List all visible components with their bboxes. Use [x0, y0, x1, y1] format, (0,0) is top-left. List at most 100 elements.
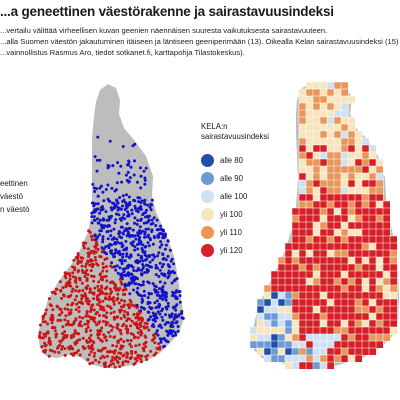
municipality-cell	[291, 277, 300, 286]
municipality-cell	[326, 298, 335, 307]
eastern-dot	[143, 176, 147, 180]
eastern-dot	[141, 299, 145, 303]
municipality-cell	[312, 207, 321, 216]
western-dot	[87, 336, 91, 340]
eastern-dot	[122, 248, 126, 252]
western-dot	[113, 365, 117, 369]
eastern-dot	[140, 273, 144, 277]
municipality-cell	[319, 235, 328, 244]
municipality-cell	[382, 284, 391, 293]
municipality-cell	[326, 116, 335, 125]
municipality-cell	[347, 333, 356, 342]
western-dot	[88, 353, 91, 357]
western-dot	[50, 321, 54, 325]
eastern-dot	[152, 325, 156, 328]
western-dot	[133, 350, 137, 354]
municipality-cell	[312, 326, 321, 335]
eastern-dot	[101, 235, 105, 239]
municipality-cell	[368, 284, 377, 293]
western-dot	[124, 327, 128, 331]
municipality-cell	[354, 347, 363, 356]
municipality-cell	[319, 144, 328, 153]
municipality-cell	[354, 319, 363, 328]
municipality-cell	[284, 298, 293, 307]
eastern-dot	[126, 230, 130, 234]
municipality-cell	[319, 326, 328, 335]
eastern-dot	[126, 163, 129, 167]
western-dot	[109, 306, 113, 310]
western-dot	[106, 321, 109, 325]
western-dot	[76, 349, 80, 352]
municipality-cell	[312, 109, 321, 118]
western-dot	[79, 259, 83, 263]
municipality-cell	[354, 284, 363, 293]
western-dot	[98, 300, 102, 304]
western-dot	[98, 338, 102, 342]
western-dot	[116, 359, 119, 363]
eastern-dot	[153, 236, 157, 240]
municipality-cell	[298, 284, 307, 293]
eastern-dot	[149, 238, 152, 242]
western-dot	[91, 347, 95, 351]
eastern-dot	[117, 213, 121, 217]
municipality-cell	[375, 305, 384, 314]
western-dot	[134, 316, 138, 320]
western-dot	[105, 292, 109, 296]
eastern-dot	[127, 255, 131, 259]
western-dot	[89, 317, 93, 321]
eastern-dot	[108, 199, 112, 203]
municipality-cell	[291, 333, 300, 342]
municipality-cell	[347, 256, 356, 265]
municipality-cell	[305, 221, 314, 230]
municipality-cell	[291, 319, 300, 328]
municipality-cell	[298, 242, 307, 251]
legend-swatch	[201, 171, 214, 185]
western-dot	[109, 292, 112, 296]
western-dot	[46, 322, 50, 326]
municipality-cell	[319, 207, 328, 216]
western-dot	[44, 312, 47, 316]
western-dot	[44, 343, 48, 347]
municipality-cell	[354, 172, 363, 181]
eastern-dot	[107, 246, 111, 250]
eastern-dot	[153, 319, 157, 323]
municipality-cell	[382, 207, 391, 216]
municipality-cell	[319, 312, 328, 321]
municipality-cell	[305, 242, 314, 251]
western-dot	[63, 274, 67, 278]
municipality-cell	[284, 263, 293, 272]
eastern-dot	[146, 220, 150, 224]
municipality-cell	[368, 221, 377, 230]
legend-title: KELA:n sairastavuusindeksi	[201, 122, 270, 141]
municipality-cell	[319, 228, 328, 237]
eastern-dot	[105, 218, 109, 222]
municipality-cell	[326, 361, 335, 370]
municipality-cell	[305, 116, 314, 125]
municipality-cell	[333, 326, 342, 335]
sickness-index-legend: KELA:n sairastavuusindeksi alle 80 alle …	[201, 122, 291, 259]
municipality-cell	[256, 340, 265, 349]
municipality-cell	[305, 151, 314, 160]
eastern-dot	[97, 221, 101, 225]
western-dot	[130, 319, 134, 323]
western-dot	[84, 296, 88, 300]
western-dot	[99, 356, 103, 360]
western-dot	[97, 360, 101, 364]
western-dot	[96, 284, 100, 288]
eastern-dot	[133, 142, 137, 146]
western-dot	[101, 262, 105, 266]
municipality-cell	[340, 319, 349, 328]
western-dot	[112, 351, 116, 355]
eastern-dot	[159, 240, 163, 244]
western-dot	[71, 271, 75, 275]
eastern-dot	[139, 186, 143, 190]
municipality-cell	[375, 193, 384, 202]
municipality-cell	[368, 200, 377, 209]
municipality-cell	[305, 130, 314, 139]
municipality-cell	[326, 88, 335, 97]
western-dot	[89, 249, 93, 253]
western-dot	[128, 342, 132, 346]
municipality-cell	[298, 228, 307, 237]
eastern-dot	[142, 169, 146, 173]
legend-label: alle 80	[220, 155, 243, 165]
